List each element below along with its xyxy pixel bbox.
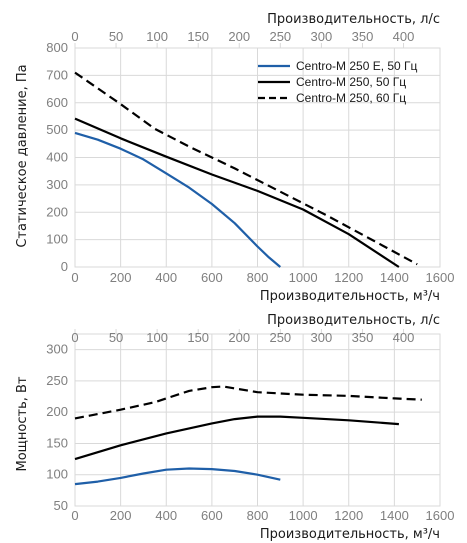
top-chart-x2-label: Производительность, л/с <box>267 12 440 27</box>
series-line-3 <box>74 385 422 420</box>
x2-tick-label: 350 <box>352 330 374 345</box>
x2-tick-label: 100 <box>146 29 168 44</box>
x2-tick-label: 150 <box>187 29 209 44</box>
y-tick-label: 50 <box>54 498 68 513</box>
x2-tick-label: 400 <box>393 29 415 44</box>
x-tick-label: 0 <box>71 508 78 523</box>
legend-label-3: Centro-M 250, 60 Гц <box>296 91 406 105</box>
bottom-chart-y-label: Мощность, Вт <box>15 376 30 471</box>
x2-tick-label: 50 <box>109 330 123 345</box>
x-tick-label: 1400 <box>380 270 409 285</box>
x2-tick-label: 100 <box>146 330 168 345</box>
plot-frame <box>74 47 441 268</box>
x-tick-label: 800 <box>247 270 269 285</box>
x2-tick-label: 150 <box>187 330 209 345</box>
bottom-chart-x2-label: Производительность, л/с <box>267 313 440 328</box>
series-line-2 <box>74 415 399 461</box>
x-tick-label: 400 <box>155 508 177 523</box>
series-line-3 <box>74 71 418 266</box>
series-line-1 <box>74 467 281 486</box>
y-tick-label: 300 <box>46 342 68 357</box>
y-tick-label: 0 <box>61 259 68 274</box>
y-tick-label: 700 <box>46 67 68 82</box>
y-tick-label: 200 <box>46 404 68 419</box>
series-line-2 <box>74 117 400 268</box>
x-tick-label: 1400 <box>380 508 409 523</box>
x-tick-label: 200 <box>110 508 132 523</box>
x-tick-label: 1600 <box>426 270 455 285</box>
x-tick-label: 1600 <box>426 508 455 523</box>
x2-tick-label: 350 <box>352 29 374 44</box>
y-tick-label: 800 <box>46 40 68 55</box>
x-tick-label: 1200 <box>334 270 363 285</box>
y-tick-label: 100 <box>46 232 68 247</box>
x2-tick-label: 0 <box>71 29 78 44</box>
y-tick-label: 150 <box>46 435 68 450</box>
x-tick-label: 400 <box>155 270 177 285</box>
y-tick-label: 400 <box>46 150 68 165</box>
x-tick-label: 0 <box>71 270 78 285</box>
series-line-1 <box>74 131 282 268</box>
x-tick-label: 200 <box>110 270 132 285</box>
y-tick-label: 100 <box>46 467 68 482</box>
x2-tick-label: 200 <box>228 29 250 44</box>
x-tick-label: 600 <box>201 270 223 285</box>
x2-tick-label: 400 <box>393 330 415 345</box>
x-tick-label: 800 <box>247 508 269 523</box>
y-tick-label: 500 <box>46 122 68 137</box>
bottom-chart-x-label: Производительность, м³/ч <box>260 527 440 542</box>
x-tick-label: 1200 <box>334 508 363 523</box>
y-tick-label: 300 <box>46 177 68 192</box>
x-tick-label: 1000 <box>289 508 318 523</box>
x2-tick-label: 300 <box>311 330 333 345</box>
legend-label-2: Centro-M 250, 50 Гц <box>296 75 406 89</box>
x2-tick-label: 50 <box>109 29 123 44</box>
x2-tick-label: 0 <box>71 330 78 345</box>
y-tick-label: 200 <box>46 204 68 219</box>
x-tick-label: 600 <box>201 508 223 523</box>
x2-tick-label: 250 <box>269 29 291 44</box>
legend-label-1: Centro-M 250 E, 50 Гц <box>296 59 418 73</box>
top-chart-x-label: Производительность, м³/ч <box>260 289 440 304</box>
top-chart-y-label: Статическое давление, Па <box>15 64 30 247</box>
y-tick-label: 250 <box>46 373 68 388</box>
x2-tick-label: 300 <box>311 29 333 44</box>
power-chart: Производительность, л/с Производительнос… <box>15 313 454 542</box>
plot-frame <box>74 333 441 507</box>
pressure-chart: Производительность, л/с Производительнос… <box>15 12 454 304</box>
x-tick-label: 1000 <box>289 270 318 285</box>
y-tick-label: 600 <box>46 95 68 110</box>
x2-tick-label: 250 <box>269 330 291 345</box>
x2-tick-label: 200 <box>228 330 250 345</box>
